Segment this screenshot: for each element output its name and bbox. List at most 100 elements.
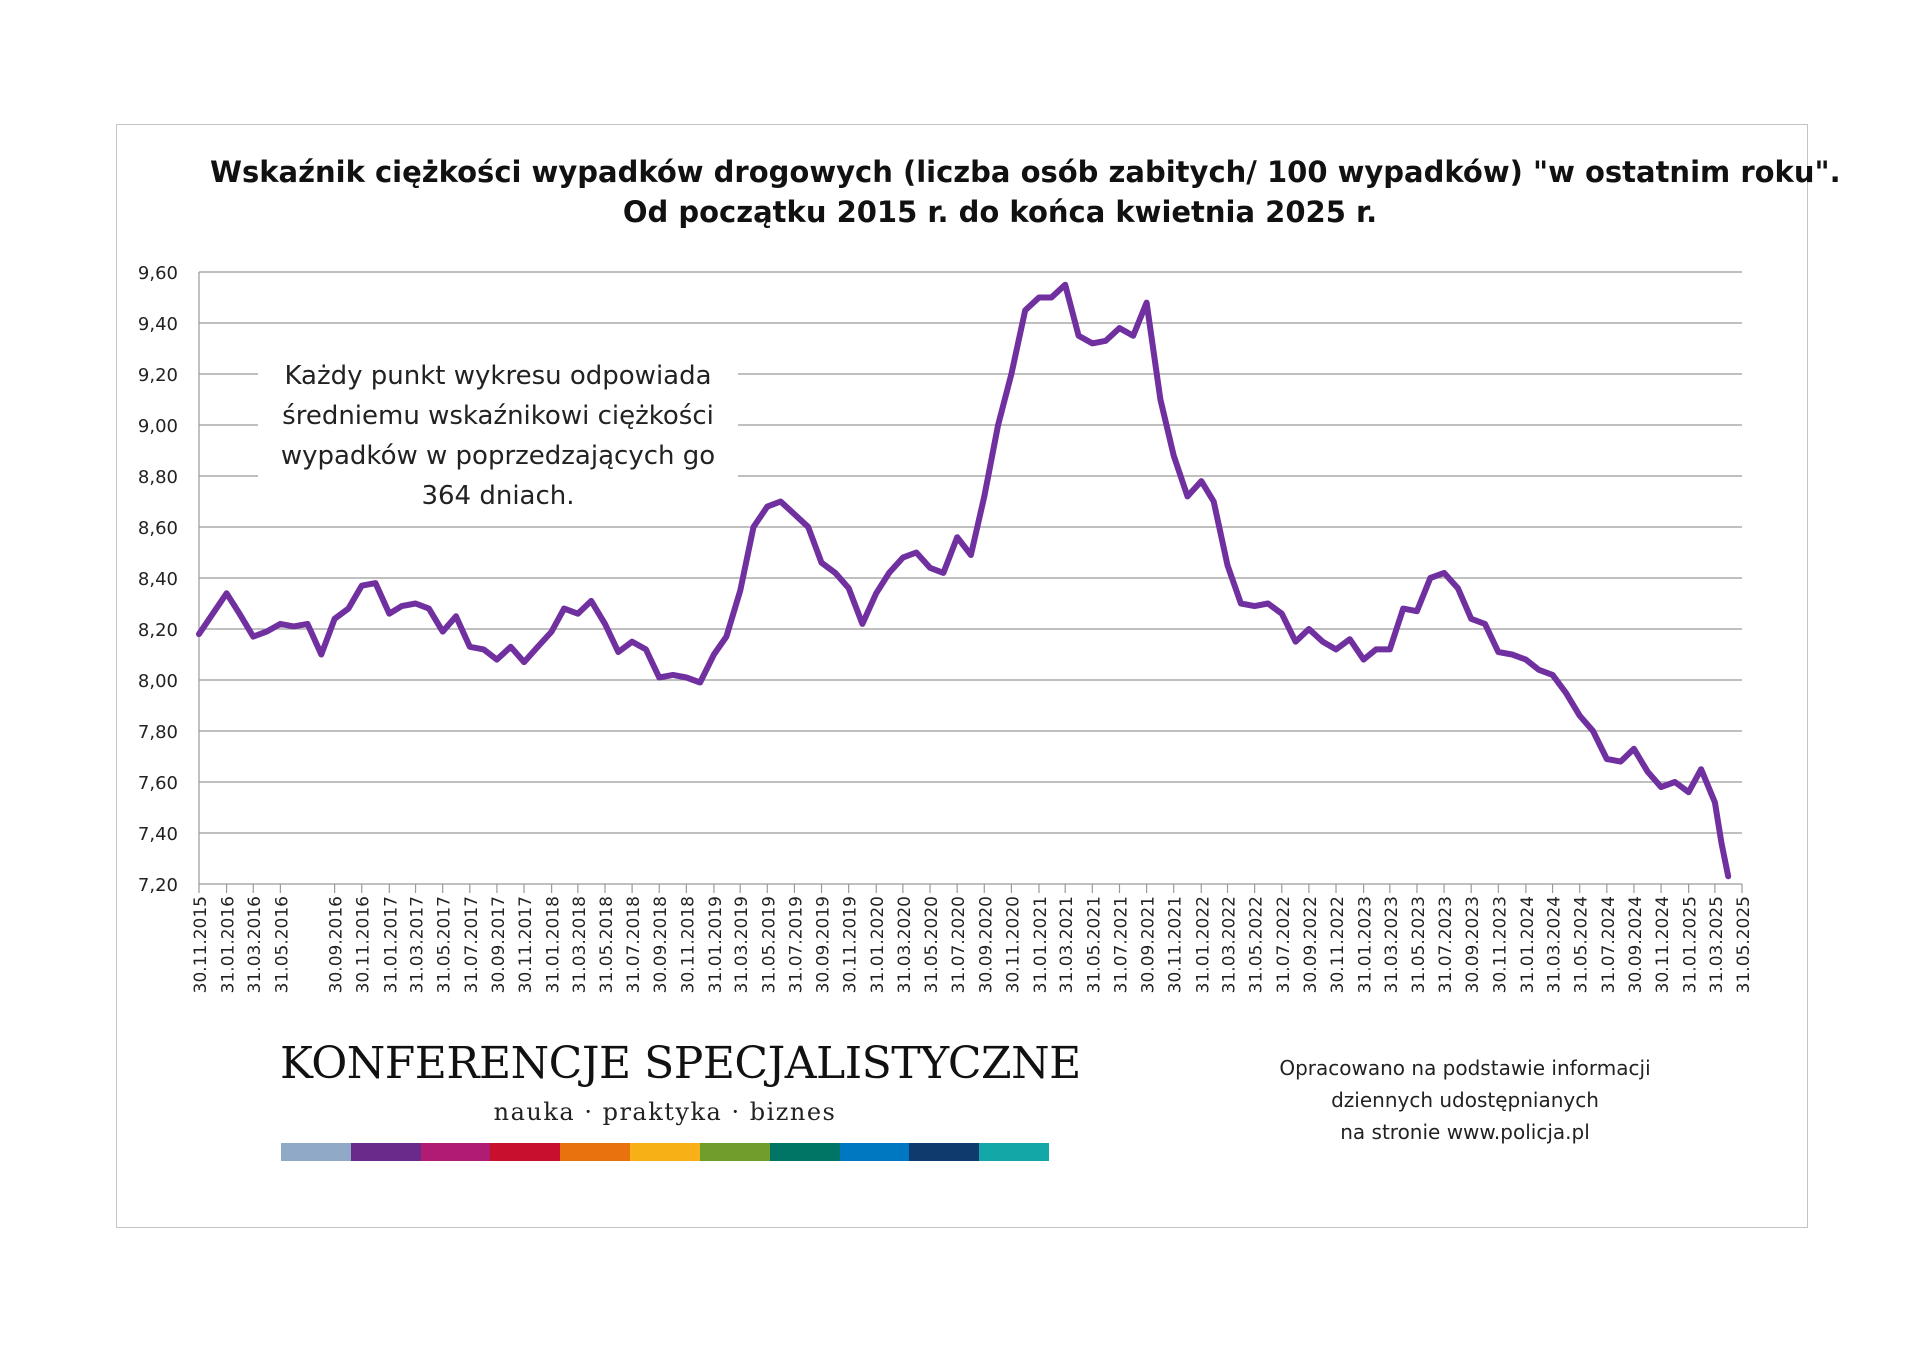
- data-point: [1347, 636, 1353, 642]
- data-point: [954, 534, 960, 540]
- data-point: [1719, 840, 1725, 846]
- x-tick-label: 30.09.2019: [814, 896, 834, 993]
- data-point: [1089, 340, 1095, 346]
- x-tick-label: 31.03.2016: [245, 896, 265, 993]
- chart-title-line-1: Wskaźnik ciężkości wypadków drogowych (l…: [210, 155, 1841, 189]
- y-tick-label: 8,40: [138, 569, 178, 590]
- x-tick-label: 31.03.2023: [1382, 896, 1402, 993]
- data-point: [778, 499, 784, 504]
- data-point: [832, 570, 838, 576]
- data-point: [886, 570, 892, 576]
- x-tick-label: 31.07.2022: [1274, 896, 1294, 993]
- data-point: [1482, 621, 1488, 627]
- data-point: [1198, 478, 1204, 484]
- data-point: [236, 611, 242, 617]
- y-tick-label: 7,40: [138, 824, 178, 845]
- logo-bar-segment: [909, 1143, 980, 1161]
- x-tick-label: 31.07.2017: [462, 896, 482, 993]
- x-tick-label: 31.01.2017: [381, 896, 401, 993]
- data-point: [1008, 371, 1014, 377]
- x-tick-label: 31.03.2019: [732, 896, 752, 993]
- data-point: [494, 657, 500, 663]
- data-point: [277, 621, 283, 627]
- x-tick-label: 31.01.2024: [1518, 896, 1538, 993]
- data-point: [549, 629, 555, 635]
- y-tick-label: 9,40: [138, 314, 178, 335]
- data-point: [521, 659, 527, 665]
- data-point: [1725, 873, 1731, 879]
- x-tick-label: 30.11.2021: [1166, 896, 1186, 993]
- logo-bar-segment: [979, 1143, 1049, 1161]
- data-point: [1536, 667, 1542, 673]
- x-tick-label: 30.11.2024: [1653, 896, 1673, 993]
- data-point: [1441, 570, 1447, 576]
- data-point: [588, 598, 594, 604]
- data-point: [873, 590, 879, 596]
- data-point: [210, 611, 216, 617]
- data-point: [1265, 601, 1271, 606]
- data-point: [386, 611, 392, 617]
- data-point: [737, 588, 743, 594]
- chart-title-line-2: Od początku 2015 r. do końca kwietnia 20…: [622, 195, 1378, 229]
- logo-subtitle: nauka · praktyka · biznes: [493, 1098, 837, 1126]
- y-tick-label: 9,20: [138, 365, 178, 386]
- data-point: [1225, 562, 1231, 568]
- data-point: [453, 613, 459, 619]
- data-point: [426, 606, 432, 612]
- x-tick-label: 30.11.2018: [678, 896, 698, 993]
- data-point: [670, 672, 676, 678]
- x-tick-label: 31.01.2019: [706, 896, 726, 993]
- logo-bar-segment: [420, 1143, 491, 1161]
- data-point: [1076, 333, 1082, 339]
- source-note: Opracowano na podstawie informacji dzien…: [1200, 1052, 1730, 1148]
- data-point: [359, 583, 365, 589]
- x-tick-label: 31.03.2017: [408, 896, 428, 993]
- logo-color-bar: [281, 1143, 1049, 1161]
- data-point: [1495, 649, 1501, 655]
- data-point: [981, 493, 987, 499]
- x-tick-label: 30.11.2015: [191, 896, 211, 993]
- data-point: [1658, 784, 1664, 790]
- chart-title: Wskaźnik ciężkości wypadków drogowych (l…: [210, 152, 1841, 232]
- data-point: [1103, 338, 1109, 344]
- x-tick-label: 31.01.2016: [219, 896, 239, 993]
- data-point: [1211, 499, 1217, 504]
- logo-bar-segment: [769, 1143, 840, 1161]
- x-tick-label: 31.05.2019: [759, 896, 779, 993]
- data-point: [846, 585, 852, 591]
- x-tick-label: 31.01.2022: [1193, 896, 1213, 993]
- data-point: [711, 652, 717, 657]
- data-point: [791, 511, 797, 517]
- x-tick-label: 30.09.2023: [1463, 896, 1483, 993]
- x-tick-label: 31.07.2019: [786, 896, 806, 993]
- data-point: [1604, 756, 1610, 762]
- logo-bar-segment: [490, 1143, 561, 1161]
- x-tick-label: 30.09.2022: [1301, 896, 1321, 993]
- data-point: [575, 611, 581, 617]
- data-point: [1468, 616, 1474, 622]
- data-point: [1238, 601, 1244, 606]
- x-tick-label: 30.11.2020: [1003, 896, 1023, 993]
- y-tick-label: 9,00: [138, 416, 178, 437]
- data-point: [643, 646, 649, 652]
- logo-bar-segment: [281, 1143, 351, 1161]
- logo-bar-segment: [699, 1143, 770, 1161]
- data-point: [615, 649, 621, 655]
- data-point: [1427, 575, 1433, 581]
- x-tick-label: 31.05.2022: [1247, 896, 1267, 993]
- data-point: [1144, 300, 1150, 306]
- data-point: [1252, 603, 1258, 609]
- data-point: [373, 580, 379, 586]
- x-tick-label: 31.01.2020: [868, 896, 888, 993]
- data-point: [508, 644, 514, 650]
- data-point: [481, 646, 487, 652]
- data-point: [332, 616, 338, 622]
- data-point: [1306, 626, 1312, 632]
- source-line-3: na stronie www.policja.pl: [1340, 1120, 1590, 1144]
- data-point: [250, 634, 256, 640]
- data-point: [968, 552, 974, 558]
- y-tick-label: 7,20: [138, 875, 178, 896]
- data-point: [602, 621, 608, 627]
- data-point: [224, 590, 230, 596]
- data-point: [1550, 672, 1556, 678]
